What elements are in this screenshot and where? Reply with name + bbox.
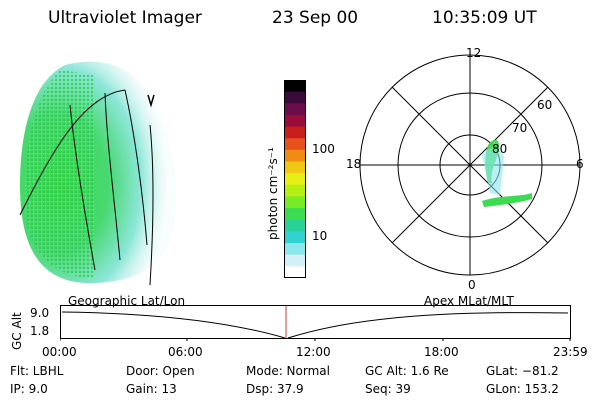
colorbar-band (284, 173, 306, 186)
status-filter: Flt: LBHL (10, 364, 64, 378)
timeline-ytick-high: 9.0 (30, 306, 50, 320)
polar-diagonal-2 (391, 86, 549, 244)
colorbar-band (284, 149, 306, 163)
timeline-xtick-2359: 23:59 (553, 345, 588, 359)
colorbar-band (284, 208, 306, 221)
colorbar-tick-100: 100 (312, 142, 335, 156)
date-label: 23 Sep 00 (272, 8, 359, 28)
colorbar-unit-label: photon cm⁻²s⁻¹ (266, 147, 280, 240)
colorbar-frame (284, 80, 306, 278)
altitude-timeline (60, 305, 571, 341)
polar-label-60: 60 (537, 98, 553, 112)
polar-emission-nightside (482, 193, 532, 207)
direction-arrow-icon (147, 94, 155, 108)
polar-emission-diffuse (482, 148, 504, 195)
colorbar-band (284, 196, 306, 209)
colorbar-band (284, 184, 306, 197)
timeline-xtick-1200: 12:00 (296, 345, 331, 359)
status-mode: Mode: Normal (246, 364, 330, 378)
colorbar-tick-10: 10 (312, 229, 328, 243)
colorbar-band (284, 126, 306, 139)
colorbar-band (284, 219, 306, 232)
status-ip: IP: 9.0 (10, 382, 48, 396)
color-scale-bar (284, 80, 306, 278)
longitude-line-4 (149, 124, 154, 285)
colorbar-band (284, 243, 306, 256)
colorbar-band (284, 266, 306, 278)
polar-label-18: 18 (346, 157, 362, 171)
timeline-left-label: Geographic Lat/Lon (68, 294, 186, 308)
colorbar-band (284, 114, 306, 128)
colorbar-band (284, 91, 306, 104)
timeline-axis-label: GC Alt (10, 312, 24, 350)
status-glon: GLon: 153.2 (486, 382, 559, 396)
status-door: Door: Open (126, 364, 195, 378)
bright-emission-region (24, 70, 95, 279)
status-gc-altitude: GC Alt: 1.6 Re (365, 364, 449, 378)
colorbar-band (284, 231, 306, 244)
status-dsp: Dsp: 37.9 (246, 382, 304, 396)
altitude-curve-1 (61, 311, 286, 339)
status-gain: Gain: 13 (126, 382, 177, 396)
polar-label-6: 6 (576, 157, 584, 171)
longitude-line-3 (124, 89, 148, 246)
instrument-title: Ultraviolet Imager (48, 8, 202, 28)
auroral-image-panel (19, 61, 176, 285)
colorbar-band (284, 254, 306, 267)
polar-label-80: 80 (492, 142, 508, 156)
polar-label-0: 0 (468, 278, 476, 292)
timeline-frame (60, 305, 571, 339)
time-label: 10:35:09 UT (432, 8, 537, 28)
colorbar-band (284, 138, 306, 151)
timeline-xtick-1800: 18:00 (424, 345, 459, 359)
longitude-line-2 (104, 92, 121, 261)
timeline-xtick-0000: 00:00 (42, 345, 77, 359)
altitude-curve-2 (287, 312, 569, 339)
colorbar-band (284, 161, 306, 174)
timeline-ytick-low: 1.8 (30, 324, 50, 338)
polar-mlt-plot (359, 54, 581, 276)
polar-label-70: 70 (512, 121, 528, 135)
status-glat: GLat: −81.2 (486, 364, 559, 378)
longitude-line-1 (69, 104, 96, 271)
timeline-right-label: Apex MLat/MLT (424, 294, 514, 308)
timeline-xtick-0600: 06:00 (168, 345, 203, 359)
status-seq: Seq: 39 (365, 382, 411, 396)
polar-label-12: 12 (466, 46, 482, 60)
colorbar-band (284, 80, 306, 93)
latitude-line-1 (19, 89, 126, 216)
colorbar-band (284, 103, 306, 116)
